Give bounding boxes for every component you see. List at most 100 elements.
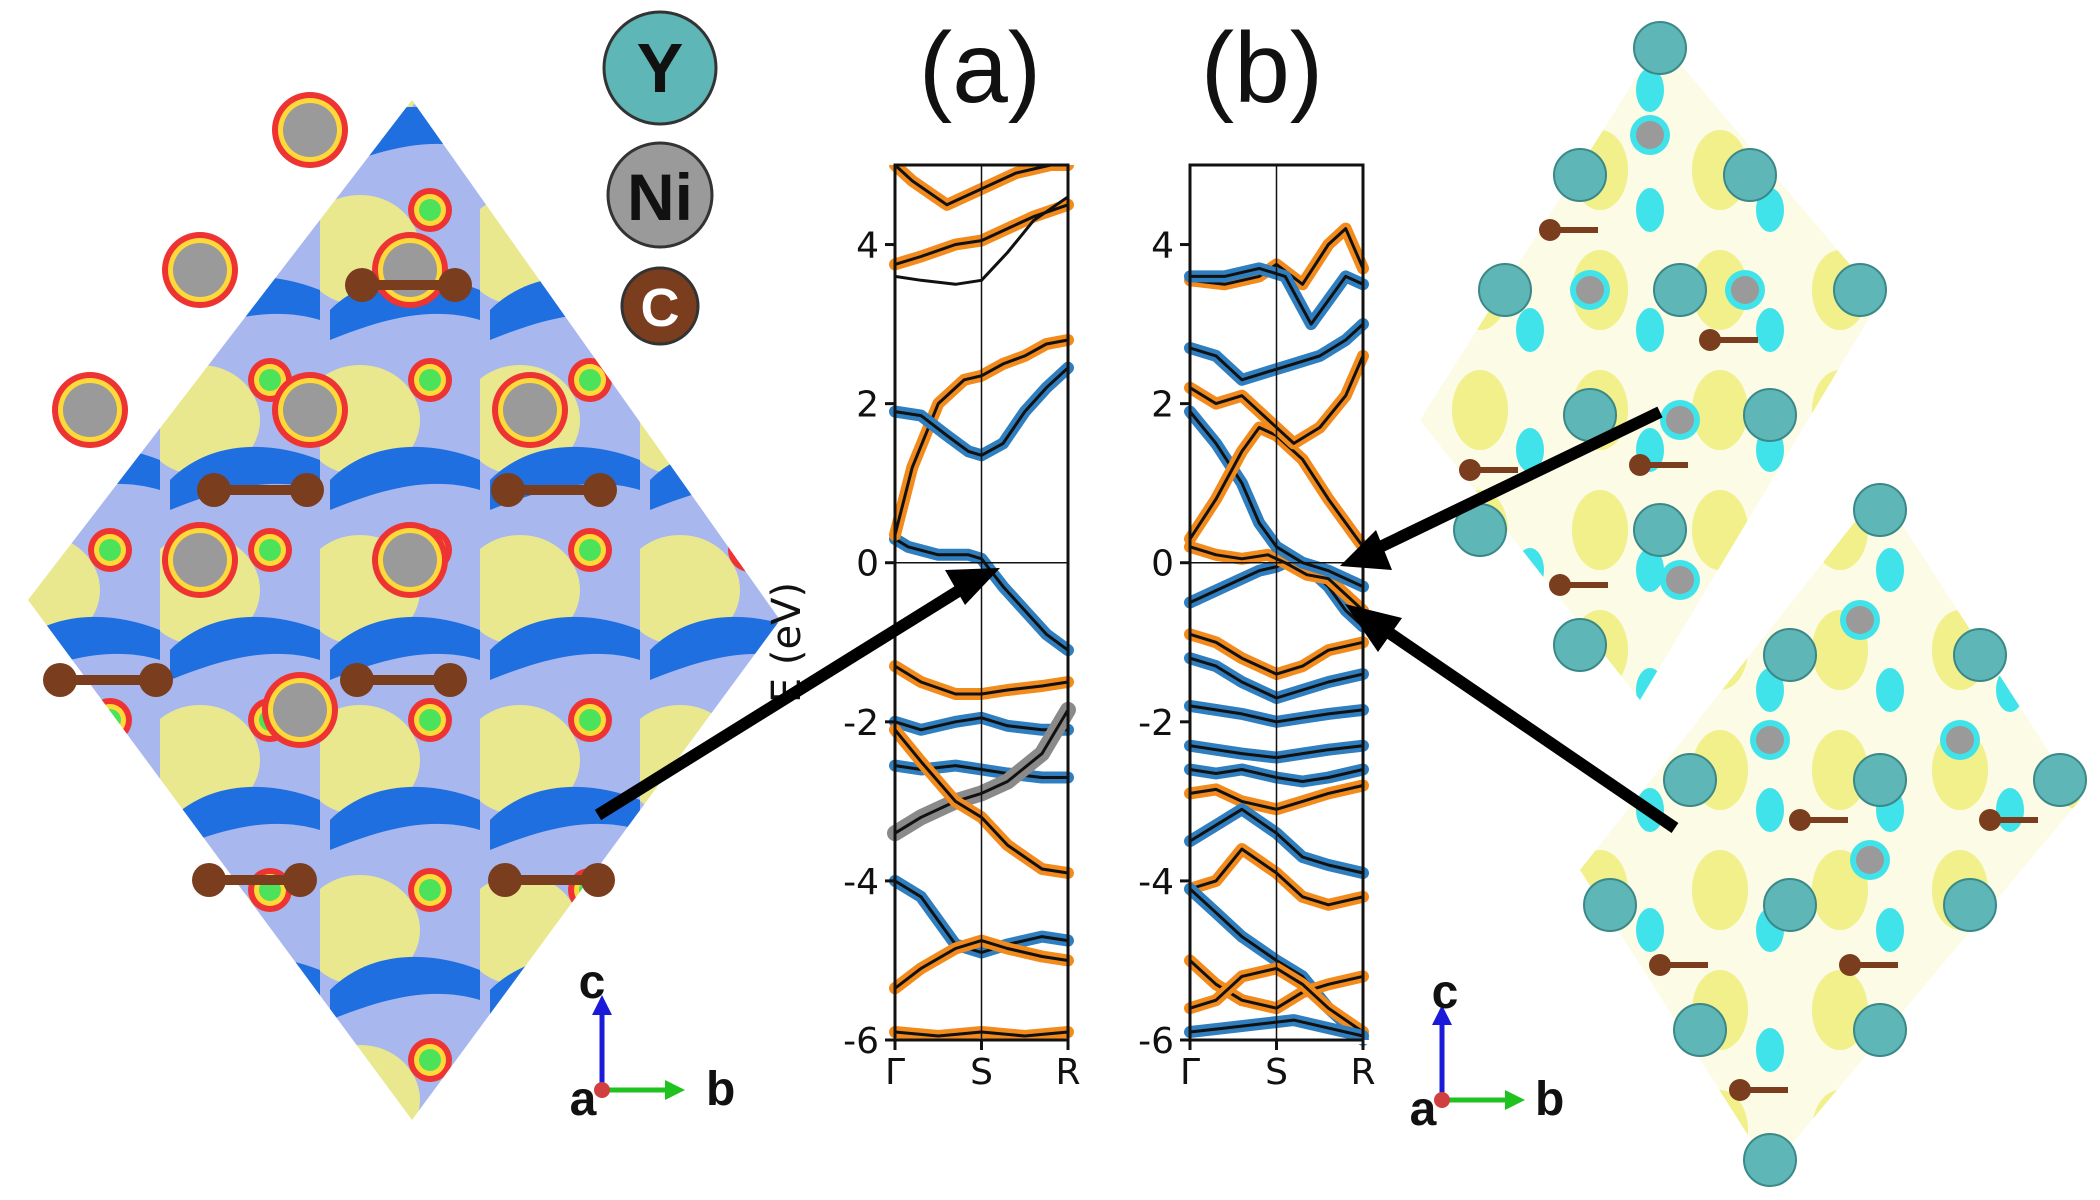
y-atom bbox=[1943, 878, 1997, 932]
axis-b-label-right: b bbox=[1535, 1073, 1564, 1126]
ni-atom bbox=[492, 372, 568, 448]
atom-legend: Y Ni C bbox=[602, 10, 718, 346]
y-atom bbox=[1663, 753, 1717, 807]
ytick-label: -4 bbox=[843, 862, 879, 903]
ytick-label: 0 bbox=[856, 544, 879, 585]
axis-c-label-right: c bbox=[1432, 966, 1459, 1019]
y-atom bbox=[1763, 878, 1817, 932]
left-atoms bbox=[43, 92, 617, 897]
band-line bbox=[1184, 349, 1369, 450]
band-line bbox=[1184, 421, 1369, 553]
c-dimer bbox=[1539, 219, 1598, 241]
legend-ni-label: Ni bbox=[627, 160, 693, 234]
y-atom bbox=[1953, 628, 2007, 682]
y-atom bbox=[1833, 263, 1887, 317]
c-dimer bbox=[345, 268, 472, 302]
c-dimer bbox=[1629, 454, 1688, 476]
right-bottom-atoms bbox=[1583, 483, 2087, 1187]
y-atom bbox=[1743, 1133, 1797, 1187]
ytick-label: -6 bbox=[843, 1021, 879, 1062]
panel-label: (a) bbox=[919, 12, 1041, 124]
band-curve bbox=[1189, 322, 1365, 382]
band-curve bbox=[1188, 426, 1365, 548]
y-atom bbox=[1673, 1003, 1727, 1057]
legend-y-label: Y bbox=[637, 29, 684, 107]
ni-atom bbox=[1570, 270, 1610, 310]
arrow-left-to-a-head bbox=[945, 568, 1000, 605]
y-atom bbox=[1583, 878, 1637, 932]
y-atom bbox=[2033, 753, 2087, 807]
top-mask bbox=[835, 75, 1128, 165]
y-atom bbox=[1553, 618, 1607, 672]
y-atom bbox=[1853, 1003, 1907, 1057]
ni-atom bbox=[1850, 840, 1890, 880]
ytick-label: -2 bbox=[1138, 703, 1174, 744]
c-dimer bbox=[43, 663, 173, 697]
xtick-label: Γ bbox=[885, 1052, 905, 1093]
ni-atom bbox=[372, 522, 448, 598]
y-atom bbox=[1853, 483, 1907, 537]
ni-atom bbox=[262, 672, 338, 748]
c-dimer bbox=[340, 663, 467, 697]
xtick-label: R bbox=[1055, 1052, 1080, 1093]
axes-triad-right: c b a bbox=[1410, 966, 1565, 1136]
y-atom bbox=[1853, 753, 1907, 807]
c-dimer bbox=[1549, 574, 1608, 596]
axis-b-label-left: b bbox=[706, 1063, 735, 1116]
band-panel-a: (a)420-2-4-6Γ S RE (eV) bbox=[764, 12, 1128, 1093]
c-dimer bbox=[491, 473, 617, 507]
ni-atom bbox=[1840, 600, 1880, 640]
c-dimer bbox=[488, 863, 615, 897]
axes-triad-left: c b a bbox=[570, 956, 736, 1126]
ni-atom bbox=[162, 232, 238, 308]
right-top-crystal-structure bbox=[1420, 21, 1887, 700]
left-crystal-structure bbox=[28, 92, 780, 1120]
arrows bbox=[594, 406, 1679, 833]
ytick-label: 0 bbox=[1151, 544, 1174, 585]
ni-atom bbox=[1725, 270, 1765, 310]
ni-atom bbox=[162, 522, 238, 598]
arrow-righttop-to-b bbox=[1375, 406, 1663, 554]
band-curve bbox=[1189, 355, 1365, 445]
c-dimer bbox=[1649, 954, 1708, 976]
top-mask bbox=[1130, 75, 1423, 165]
ytick-label: 4 bbox=[1151, 226, 1174, 267]
y-atom bbox=[1633, 21, 1687, 75]
legend-y: Y bbox=[602, 10, 718, 126]
ni-atom bbox=[1660, 560, 1700, 600]
y-atom bbox=[1553, 148, 1607, 202]
ni-atom bbox=[272, 92, 348, 168]
xtick-label: Γ bbox=[1180, 1052, 1200, 1093]
y-atom bbox=[1633, 503, 1687, 557]
arrow-rightbottom-to-b bbox=[1381, 625, 1679, 833]
xtick-label: R bbox=[1350, 1052, 1375, 1093]
c-dimer bbox=[192, 863, 317, 897]
axis-c-label-left: c bbox=[579, 956, 606, 1009]
right-bottom-crystal-structure bbox=[1580, 483, 2087, 1187]
axis-a-label-right: a bbox=[1410, 1083, 1437, 1136]
y-atom bbox=[1723, 148, 1777, 202]
band-panel-b: (b) 4 2 0 -2 -4 -6Γ S R bbox=[1130, 12, 1423, 1093]
ni-atom bbox=[1750, 720, 1790, 760]
y-atom bbox=[1743, 388, 1797, 442]
axis-a-label-left: a bbox=[570, 1073, 597, 1126]
arrow-left-to-a bbox=[594, 584, 964, 821]
legend-c-label: C bbox=[641, 278, 680, 338]
ni-atom bbox=[1630, 115, 1670, 155]
ni-atom bbox=[372, 232, 448, 308]
ni-atom bbox=[52, 372, 128, 448]
arrow-righttop-to-b-head bbox=[1340, 530, 1392, 570]
band-curve bbox=[1190, 266, 1364, 326]
c-dimer bbox=[1699, 329, 1758, 351]
legend-c: C bbox=[620, 266, 700, 346]
y-atom bbox=[1653, 263, 1707, 317]
c-dimer bbox=[1789, 809, 1848, 831]
ni-atom bbox=[272, 372, 348, 448]
right-top-atoms bbox=[1453, 21, 1887, 672]
y-atom bbox=[1763, 628, 1817, 682]
band-line bbox=[1184, 318, 1369, 386]
y-atom bbox=[1478, 263, 1532, 317]
ytick-label: 2 bbox=[1151, 385, 1174, 426]
arrow-rightbottom-to-b-head bbox=[1345, 604, 1402, 652]
